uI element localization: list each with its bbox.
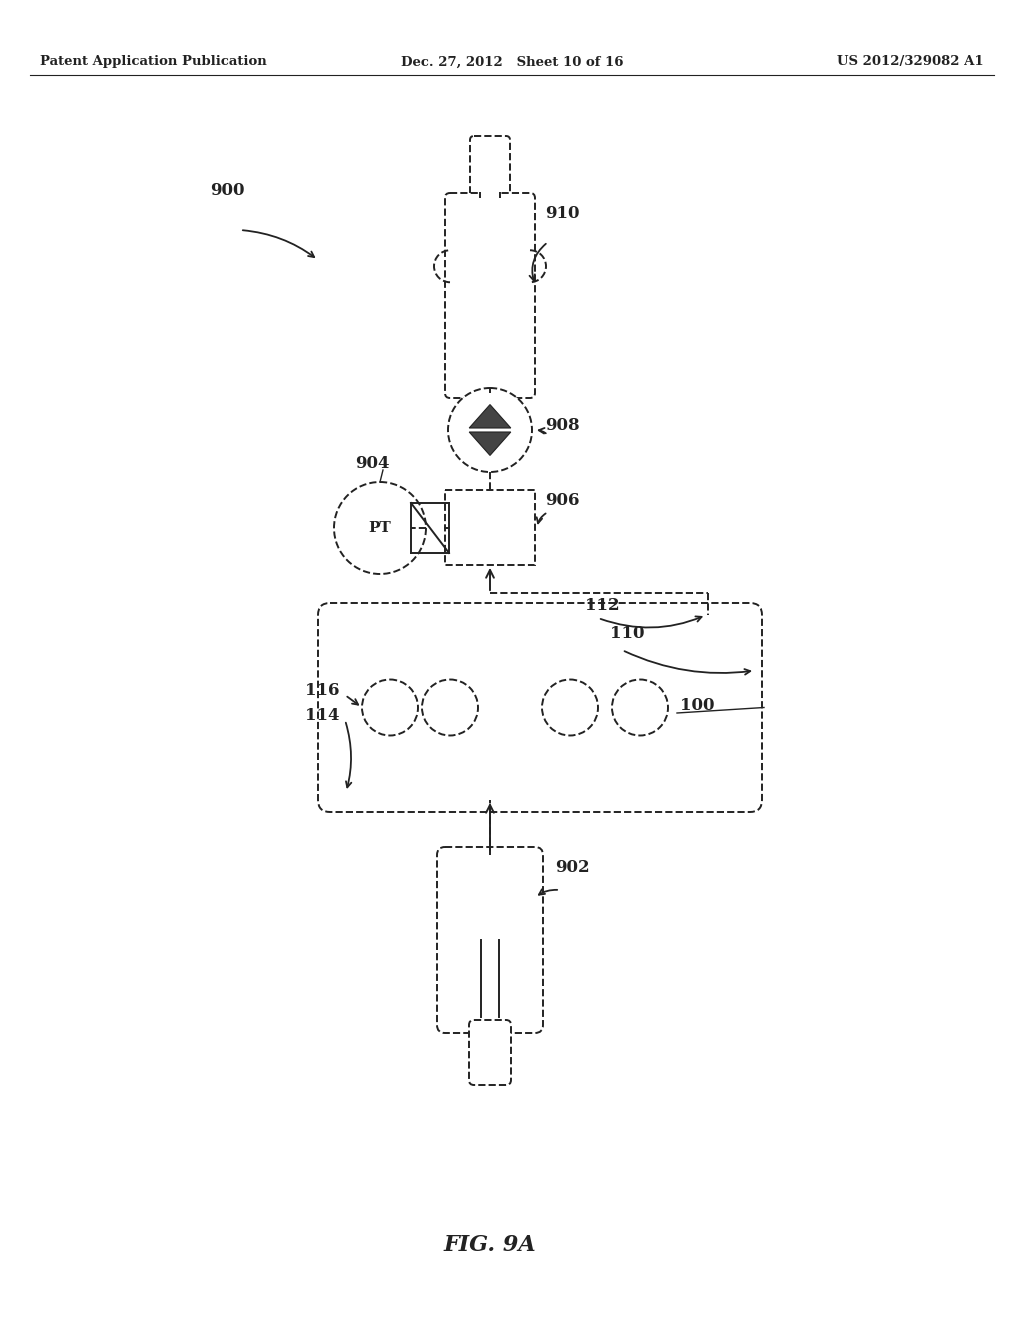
- Circle shape: [449, 388, 532, 473]
- Text: 902: 902: [555, 859, 590, 876]
- Bar: [480, 190, 500, 201]
- Text: US 2012/329082 A1: US 2012/329082 A1: [838, 55, 984, 69]
- Polygon shape: [469, 405, 511, 428]
- Circle shape: [612, 680, 668, 735]
- Text: 906: 906: [545, 492, 580, 510]
- FancyBboxPatch shape: [470, 136, 510, 195]
- Circle shape: [334, 482, 426, 574]
- Text: FIG. 9A: FIG. 9A: [443, 1234, 537, 1257]
- Circle shape: [422, 680, 478, 735]
- Text: Patent Application Publication: Patent Application Publication: [40, 55, 266, 69]
- Text: 908: 908: [545, 417, 580, 434]
- Text: 116: 116: [305, 682, 340, 700]
- FancyBboxPatch shape: [469, 1020, 511, 1085]
- FancyBboxPatch shape: [445, 193, 535, 399]
- Text: PT: PT: [369, 521, 391, 535]
- Polygon shape: [469, 432, 511, 455]
- FancyBboxPatch shape: [437, 847, 543, 1034]
- Text: 114: 114: [305, 708, 340, 723]
- Text: Dec. 27, 2012   Sheet 10 of 16: Dec. 27, 2012 Sheet 10 of 16: [400, 55, 624, 69]
- Circle shape: [542, 680, 598, 735]
- Text: 904: 904: [355, 455, 389, 473]
- Circle shape: [362, 680, 418, 735]
- Text: 100: 100: [680, 697, 715, 714]
- Bar: [480, 1023, 500, 1027]
- Text: 110: 110: [610, 624, 644, 642]
- Text: 910: 910: [545, 205, 580, 222]
- Bar: [445, 490, 535, 565]
- FancyBboxPatch shape: [318, 603, 762, 812]
- Text: 112: 112: [585, 597, 620, 614]
- Text: 900: 900: [210, 182, 245, 199]
